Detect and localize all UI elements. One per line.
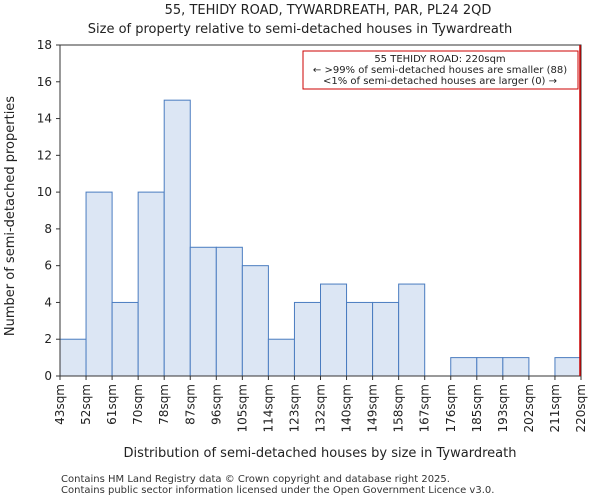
bar-105sqm (241, 265, 269, 377)
bar-149sqm (372, 301, 400, 377)
bar-52sqm (85, 191, 113, 377)
x-tick-label: 202sqm (522, 384, 536, 432)
x-tick-label: 78sqm (157, 384, 171, 425)
footer-copyright: Contains HM Land Registry data © Crown c… (61, 474, 450, 485)
y-axis-ticks: 0 2 4 6 8 10 12 14 16 18 (37, 38, 60, 383)
x-tick-label: 193sqm (496, 384, 510, 432)
x-tick-label: 123sqm (287, 384, 301, 432)
x-tick-label: 220sqm (574, 384, 588, 432)
y-tick-label: 0 (44, 369, 52, 383)
x-tick-label: 105sqm (235, 384, 249, 432)
bar-70sqm (137, 191, 165, 377)
x-tick-label: 140sqm (340, 384, 354, 432)
x-tick-label: 211sqm (548, 384, 562, 432)
bar-43sqm (59, 338, 87, 377)
y-tick-label: 12 (37, 148, 52, 162)
x-tick-label: 96sqm (209, 384, 223, 425)
bar-78sqm (163, 99, 191, 377)
bar-132sqm (320, 283, 348, 377)
y-tick-label: 18 (37, 38, 52, 52)
y-tick-label: 6 (44, 259, 52, 273)
bar-158sqm (398, 283, 426, 377)
x-tick-label: 167sqm (418, 384, 432, 432)
annotation-line-3: <1% of semi-detached houses are larger (… (323, 76, 557, 87)
footer-licence: Contains public sector information licen… (61, 485, 495, 496)
x-tick-label: 132sqm (314, 384, 328, 432)
y-tick-label: 16 (37, 75, 52, 89)
y-tick-label: 10 (37, 185, 52, 199)
bar-123sqm (293, 301, 322, 377)
x-tick-label: 176sqm (444, 384, 458, 432)
bar-211sqm (554, 357, 582, 377)
y-axis-label: Number of semi-detached properties (3, 96, 18, 336)
annotation-line-2: ← >99% of semi-detached houses are small… (313, 65, 567, 76)
bar-193sqm (502, 357, 530, 377)
bar-185sqm (476, 357, 504, 377)
x-tick-label: 185sqm (470, 384, 484, 432)
chart-subtitle: Size of property relative to semi-detach… (88, 22, 512, 37)
x-tick-label: 87sqm (183, 384, 197, 425)
x-tick-label: 43sqm (53, 384, 67, 425)
bar-61sqm (111, 301, 139, 377)
bars-group (59, 99, 582, 377)
y-tick-label: 8 (44, 222, 52, 236)
chart-title: 55, TEHIDY ROAD, TYWARDREATH, PAR, PL24 … (165, 3, 492, 18)
bar-87sqm (189, 246, 217, 377)
bar-176sqm (450, 357, 478, 377)
y-tick-label: 4 (44, 295, 52, 309)
bar-96sqm (215, 246, 243, 377)
x-axis-ticks: 43sqm 52sqm 61sqm 70sqm 78sqm 87sqm 96sqm 105sq… (53, 376, 588, 432)
annotation-line-1: 55 TEHIDY ROAD: 220sqm (374, 54, 505, 65)
x-tick-label: 61sqm (105, 384, 119, 425)
annotation-box (302, 50, 579, 90)
y-tick-label: 2 (44, 332, 52, 346)
x-axis-label: Distribution of semi-detached houses by … (124, 446, 517, 461)
bar-140sqm (346, 301, 374, 377)
y-tick-label: 14 (37, 112, 52, 126)
plot-frame (59, 44, 582, 377)
bar-114sqm (267, 338, 295, 377)
x-tick-label: 70sqm (131, 384, 145, 425)
x-tick-label: 149sqm (366, 384, 380, 432)
x-tick-label: 52sqm (79, 384, 93, 425)
x-tick-label: 114sqm (261, 384, 275, 432)
x-tick-label: 158sqm (392, 384, 406, 432)
